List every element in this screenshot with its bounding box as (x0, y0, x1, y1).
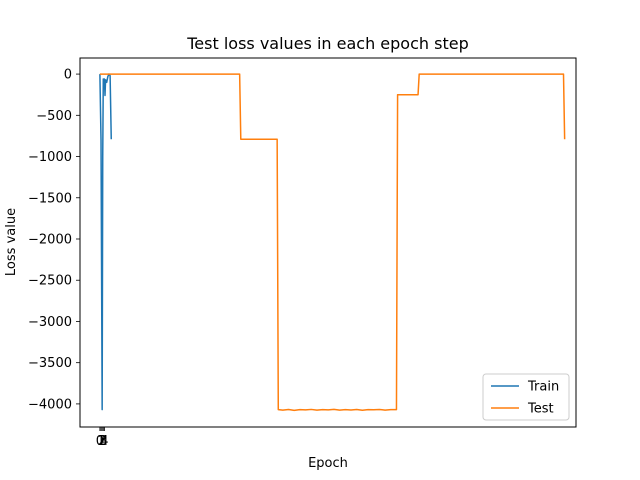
y-axis-ticks: 0 −500 −1000 −1500 −2000 −2500 −3000 −3500 −4000 (28, 68, 80, 412)
x-tick-label: 2 (98, 434, 106, 449)
legend: Train Test (482, 373, 570, 421)
chart-title: Test loss values in each epoch step (186, 34, 468, 53)
series-line-test (99, 73, 566, 412)
y-tick-label: −4000 (28, 397, 72, 412)
y-tick-label: −3500 (28, 356, 72, 371)
x-tick-label: 0 (96, 434, 104, 449)
y-tick-label: −1500 (28, 191, 72, 206)
y-tick-label: −3000 (28, 315, 72, 330)
legend-label-train: Train (527, 380, 559, 395)
series-layer (99, 73, 566, 412)
y-tick-label: −2500 (28, 274, 72, 289)
y-tick-label: −500 (36, 109, 72, 124)
y-axis-label: Loss value (4, 208, 19, 276)
legend-label-test: Test (527, 402, 554, 417)
x-tick-label: 3 (99, 434, 107, 449)
y-tick-label: 0 (64, 68, 72, 83)
y-tick-label: −2000 (28, 232, 72, 247)
y-tick-label: −1000 (28, 150, 72, 165)
plot-frame (79, 57, 577, 428)
plot-area (80, 58, 576, 427)
x-axis-label: Epoch (308, 456, 348, 471)
x-tick-label: 4 (100, 434, 108, 449)
x-tick-label: 1 (97, 434, 105, 449)
